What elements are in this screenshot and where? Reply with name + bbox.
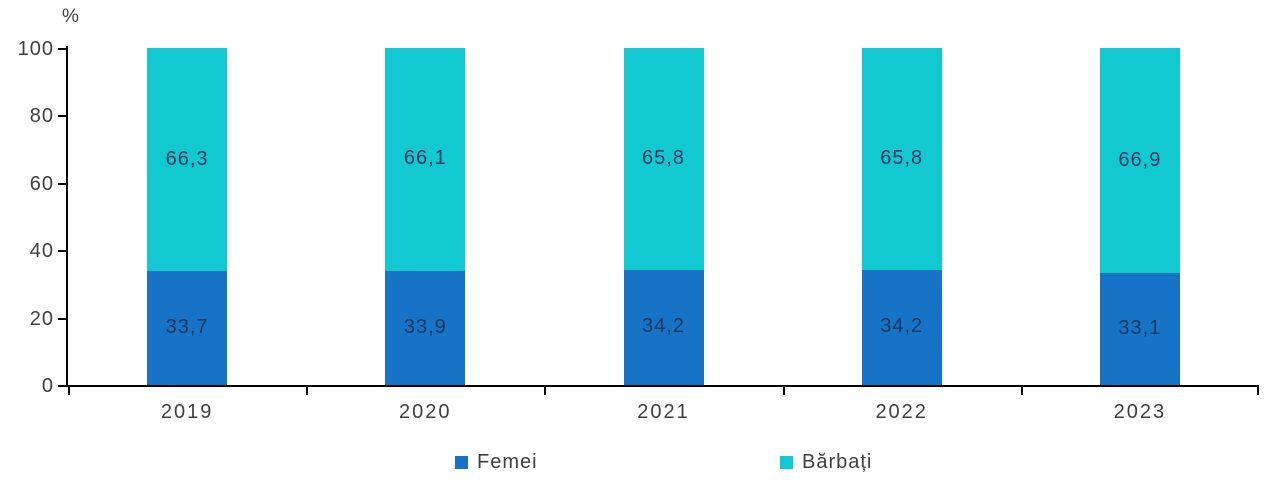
legend-item-brbai: Bărbați <box>780 451 872 473</box>
bar-group: 33,7 66,3 <box>147 48 228 385</box>
x-axis-line <box>66 385 1259 387</box>
y-axis-tick <box>58 115 66 118</box>
bar-value-label: 33,9 <box>403 315 447 338</box>
y-axis-unit-label: % <box>62 6 80 27</box>
legend-label-brbai: Bărbați <box>802 451 873 473</box>
y-axis-tick <box>58 250 66 253</box>
legend-item-femei: Femei <box>455 451 538 473</box>
bar-segment-brbai <box>623 48 704 270</box>
y-axis-tick <box>58 317 66 320</box>
y-axis-tick <box>58 48 66 50</box>
bar-value-label: 34,2 <box>880 315 924 338</box>
bar-segment-brbai <box>861 48 942 270</box>
y-axis-tick-label: 40 <box>29 240 54 263</box>
legend-swatch-femei <box>455 455 468 469</box>
bar-segment-brbai <box>147 48 228 272</box>
bar-value-label: 34,2 <box>642 315 685 338</box>
x-axis-tick <box>1257 387 1259 395</box>
bar-value-label: 66,1 <box>403 147 447 170</box>
bar-segment-brbai <box>385 48 466 271</box>
category-label: 2023 <box>1113 401 1167 423</box>
bar-value-label: 66,3 <box>165 147 209 170</box>
x-axis-tick <box>782 387 785 395</box>
category-label: 2022 <box>875 401 928 423</box>
y-axis-tick-label: 80 <box>29 105 54 128</box>
bar-segment-femei <box>1099 273 1180 385</box>
bar-group: 34,2 65,8 <box>623 48 704 385</box>
bar-value-label: 66,9 <box>1118 148 1162 171</box>
category-label: 2019 <box>160 401 214 423</box>
bar-segment-femei <box>861 269 942 385</box>
y-axis-tick <box>58 385 66 387</box>
x-axis-tick <box>306 387 309 395</box>
y-axis-tick <box>58 182 66 185</box>
category-label: 2020 <box>399 401 452 423</box>
y-axis-tick-label: 60 <box>29 172 54 195</box>
y-axis-line <box>66 46 68 387</box>
bar-value-label: 65,8 <box>642 146 685 169</box>
bar-segment-femei <box>147 271 228 385</box>
bar-group: 33,1 66,9 <box>1099 48 1180 385</box>
x-axis-tick <box>544 387 547 395</box>
bar-segment-femei <box>385 270 466 385</box>
y-axis-tick-label: 100 <box>17 38 54 60</box>
bar-group: 33,9 66,1 <box>385 48 466 385</box>
bar-segment-brbai <box>1099 48 1180 274</box>
bar-group: 34,2 65,8 <box>861 48 942 385</box>
bar-segment-femei <box>623 269 704 385</box>
x-axis-tick <box>68 387 70 395</box>
y-axis-tick-label: 0 <box>41 375 54 397</box>
category-label: 2021 <box>637 401 690 423</box>
bar-value-label: 65,8 <box>880 146 924 169</box>
y-axis-tick-label: 20 <box>29 307 54 330</box>
bar-value-label: 33,1 <box>1118 317 1162 340</box>
bar-value-label: 33,7 <box>165 316 209 339</box>
legend-swatch-brbai <box>780 455 793 469</box>
legend-label-femei: Femei <box>477 451 538 473</box>
x-axis-tick <box>1020 387 1023 395</box>
